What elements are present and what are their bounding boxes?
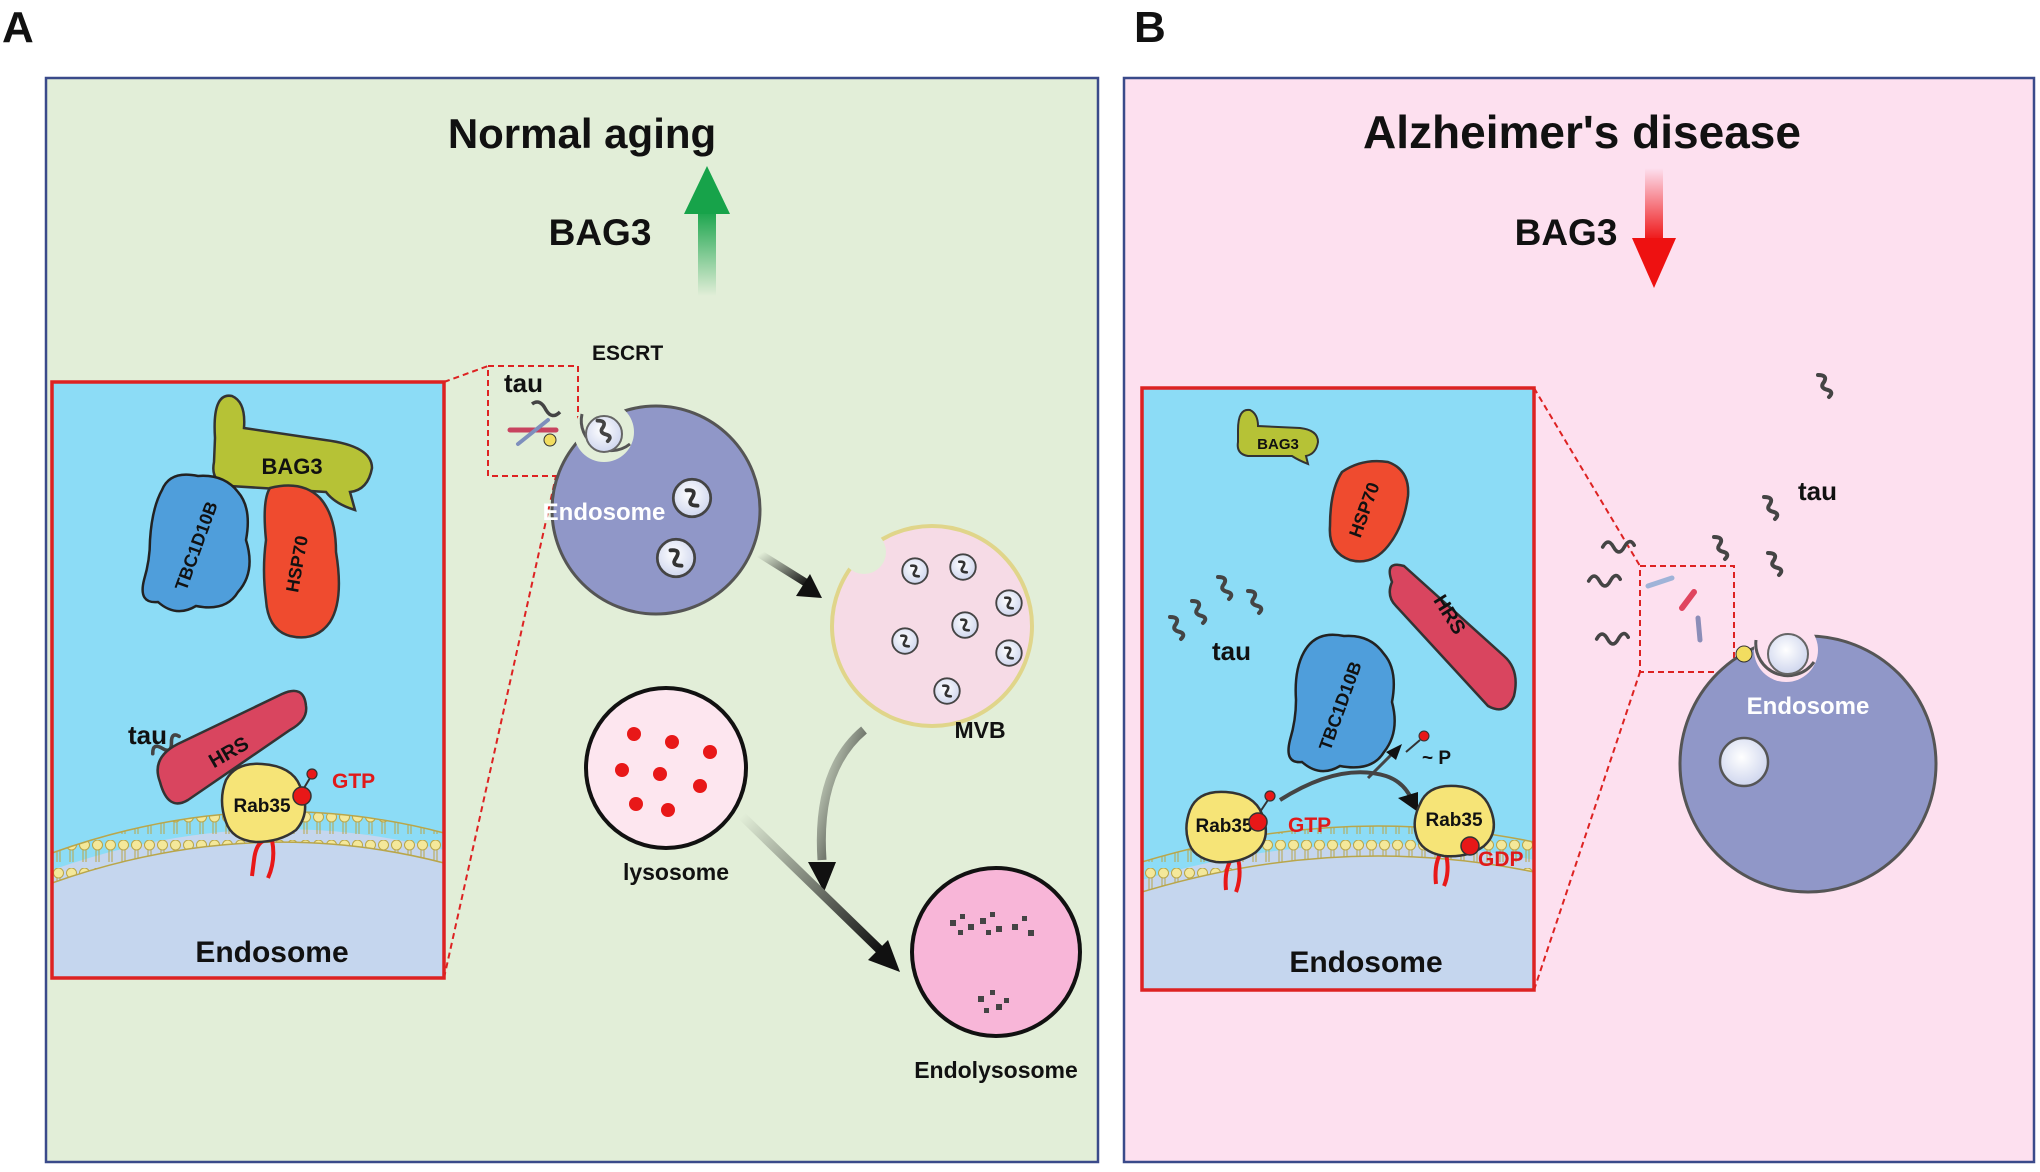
inset-b-endosome-label: Endosome: [1289, 946, 1442, 979]
panel-a-endosome: Endosome: [543, 402, 762, 616]
panel-b-endosome: Endosome: [1678, 618, 1938, 894]
inset-b-phosphate: ~ P: [1405, 730, 1451, 769]
bag3-down-arrow: [1632, 168, 1676, 288]
inset-a-endosome-label: Endosome: [195, 936, 348, 969]
inset-b-rab35-left: Rab35: [1185, 790, 1276, 893]
inset-b-hsp70-protein: HSP70: [1328, 459, 1410, 563]
inset-a-tbc1d10b-protein: TBC1D10B: [141, 473, 251, 613]
inset-b-bag3-protein: BAG3: [1236, 408, 1320, 466]
inset-b-tau-label: tau: [1212, 636, 1251, 666]
inset-b-gtp-label: GTP: [1288, 814, 1331, 837]
panel-a-lysosome-label: lysosome: [623, 859, 729, 885]
panel-b-bag3-label: BAG3: [1515, 212, 1618, 253]
panel-a-lysosome: lysosome: [584, 686, 748, 885]
panel-b-letter: B: [1134, 3, 1166, 52]
panel-b-endosome-label: Endosome: [1747, 693, 1870, 720]
inset-b-rab35-right-label: Rab35: [1425, 810, 1482, 831]
panel-a-endolysosome-label: Endolysosome: [914, 1057, 1078, 1083]
panel-a-bag3-label: BAG3: [549, 212, 652, 253]
panel-a-inset: Endosome BAG3 TBC1D10B HSP70 tau HRS Rab…: [50, 380, 446, 980]
inset-a-gtp-label: GTP: [332, 770, 375, 793]
inset-a-rab35-label: Rab35: [233, 796, 290, 817]
panel-b-zoom-lines: [1533, 387, 1735, 991]
panel-a-tau-label: tau: [504, 368, 543, 398]
panel-b-inset: Endosome BAG3 HSP70 HRS tau TBC1D10B: [1140, 386, 1536, 992]
inset-b-p-label: ~ P: [1422, 748, 1451, 769]
inset-b-gdp-label: GDP: [1478, 848, 1524, 871]
inset-a-hsp70-protein: HSP70: [262, 484, 341, 639]
panel-a-mini-complex: [507, 400, 562, 447]
inset-b-gtp-hydrolysis-arrow: [1278, 744, 1418, 812]
inset-b-bag3-label: BAG3: [1257, 436, 1299, 453]
panel-a-letter: A: [2, 3, 34, 52]
panel-a-endosome-label: Endosome: [543, 499, 666, 526]
inset-a-tau-label: tau: [128, 720, 167, 750]
panel-a-mvb: MVB: [830, 524, 1044, 743]
inset-b-tbc1d10b-protein: TBC1D10B: [1287, 633, 1396, 773]
inset-a-bag3-protein: BAG3: [212, 394, 374, 512]
panel-b-mini-complex: [1645, 575, 1703, 643]
inset-b-rab35-left-label: Rab35: [1195, 816, 1252, 837]
endosome-to-mvb-arrow: [756, 550, 822, 598]
inset-a-rab35-protein: Rab35: [220, 762, 318, 879]
inset-b-rab35-right: Rab35: [1413, 784, 1496, 887]
panel-b-tau-label: tau: [1798, 476, 1837, 506]
panel-b-title: Alzheimer's disease: [1363, 106, 1801, 158]
inset-a-hrs-protein: HRS: [156, 689, 308, 805]
panel-a-mvb-label: MVB: [954, 717, 1005, 743]
mvb-to-endolysosome-arrow: [808, 726, 867, 892]
bag3-up-arrow: [684, 166, 730, 296]
panel-a-escrt-label: ESCRT: [592, 342, 663, 365]
panel-a-endolysosome: Endolysosome: [910, 866, 1082, 1083]
inset-a-bag3-label: BAG3: [261, 454, 322, 479]
panel-a-title: Normal aging: [448, 110, 716, 157]
lysosome-to-endolysosome-arrow: [738, 812, 900, 972]
